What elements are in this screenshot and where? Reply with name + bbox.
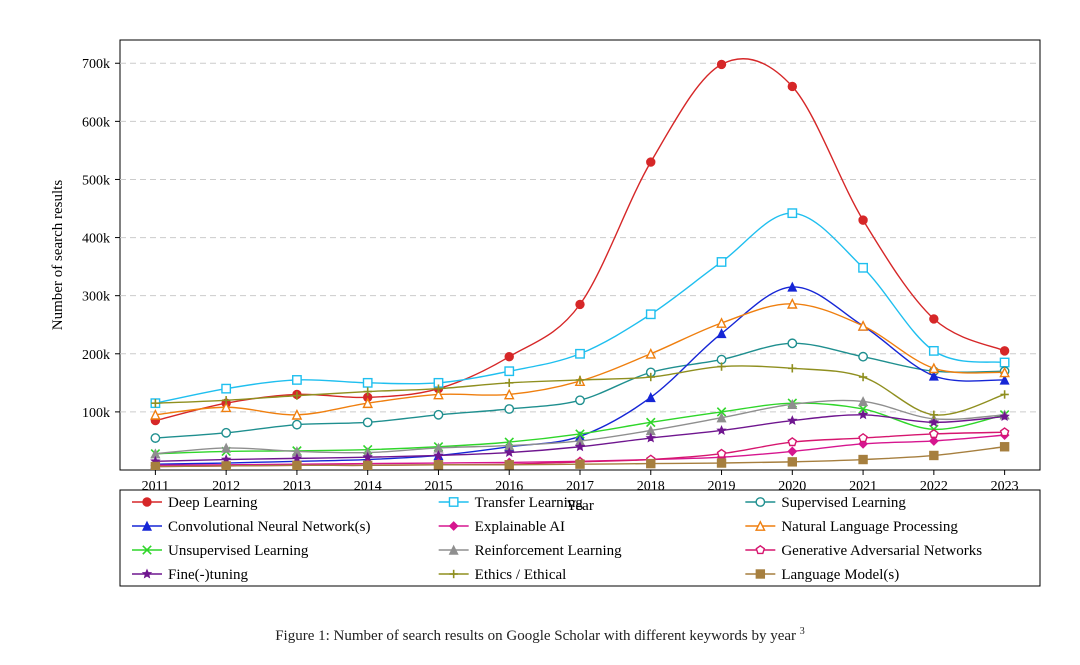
legend-label: Ethics / Ethical	[475, 567, 567, 583]
legend-item: Unsupervised Learning	[132, 543, 309, 559]
legend-label: Reinforcement Learning	[475, 543, 623, 559]
series-markers	[151, 362, 1009, 419]
legend-label: Transfer Learning	[475, 495, 584, 511]
xtick-label: 2015	[424, 479, 452, 494]
xtick-label: 2016	[495, 479, 523, 494]
series-markers	[151, 60, 1009, 425]
line-chart: 100k 200k 300k 400k 500k 600k 700k 2011 2012 2013…	[20, 20, 1060, 613]
legend-item: Supervised Learning	[745, 495, 906, 511]
legend-item: Natural Language Processing	[745, 519, 958, 535]
legend-item: Convolutional Neural Network(s)	[132, 519, 370, 535]
caption-text: Figure 1: Number of search results on Go…	[275, 628, 796, 644]
legend-item: Ethics / Ethical	[439, 567, 567, 583]
series-line	[155, 59, 1004, 421]
xtick-label: 2020	[778, 479, 806, 494]
legend-item: Generative Adversarial Networks	[745, 543, 982, 559]
caption-superscript: 3	[800, 626, 805, 637]
figure-caption: Figure 1: Number of search results on Go…	[275, 626, 805, 645]
legend-label: Language Model(s)	[781, 567, 899, 583]
legend-item: Deep Learning	[132, 495, 258, 511]
xtick-label: 2012	[212, 479, 240, 494]
legend-label: Natural Language Processing	[781, 519, 958, 535]
xtick-label: 2014	[354, 479, 382, 494]
ytick-label: 200k	[82, 348, 110, 363]
plot-area	[151, 59, 1009, 471]
y-axis-label: Number of search results	[50, 180, 66, 331]
xtick-label: 2013	[283, 479, 311, 494]
ytick-label: 100k	[82, 406, 110, 421]
ytick-label: 500k	[82, 173, 110, 188]
legend-label: Generative Adversarial Networks	[781, 543, 982, 559]
ytick-label: 400k	[82, 232, 110, 247]
legend-item: Language Model(s)	[745, 567, 899, 583]
legend-label: Deep Learning	[168, 495, 258, 511]
xtick-label: 2022	[920, 479, 948, 494]
xtick-label: 2023	[991, 479, 1019, 494]
legend-item: Fine(-)tuning	[132, 567, 248, 583]
xtick-label: 2019	[708, 479, 736, 494]
legend-item: Explainable AI	[439, 519, 565, 535]
xtick-label: 2021	[849, 479, 877, 494]
chart-container: 100k 200k 300k 400k 500k 600k 700k 2011 2012 2013…	[20, 20, 1060, 618]
xtick-label: 2018	[637, 479, 665, 494]
ytick-label: 300k	[82, 290, 110, 305]
legend-label: Supervised Learning	[781, 495, 906, 511]
series-line	[155, 366, 1004, 415]
xtick-label: 2017	[566, 479, 594, 494]
legend-label: Convolutional Neural Network(s)	[168, 519, 370, 535]
ytick-label: 700k	[82, 57, 110, 72]
plot-border	[120, 40, 1040, 470]
legend-label: Fine(-)tuning	[168, 567, 248, 583]
xtick-label: 2011	[142, 479, 169, 494]
legend-item: Transfer Learning	[439, 495, 584, 511]
legend-label: Explainable AI	[475, 519, 565, 535]
legend-item: Reinforcement Learning	[439, 543, 623, 559]
ytick-label: 600k	[82, 115, 110, 130]
legend-label: Unsupervised Learning	[168, 543, 309, 559]
